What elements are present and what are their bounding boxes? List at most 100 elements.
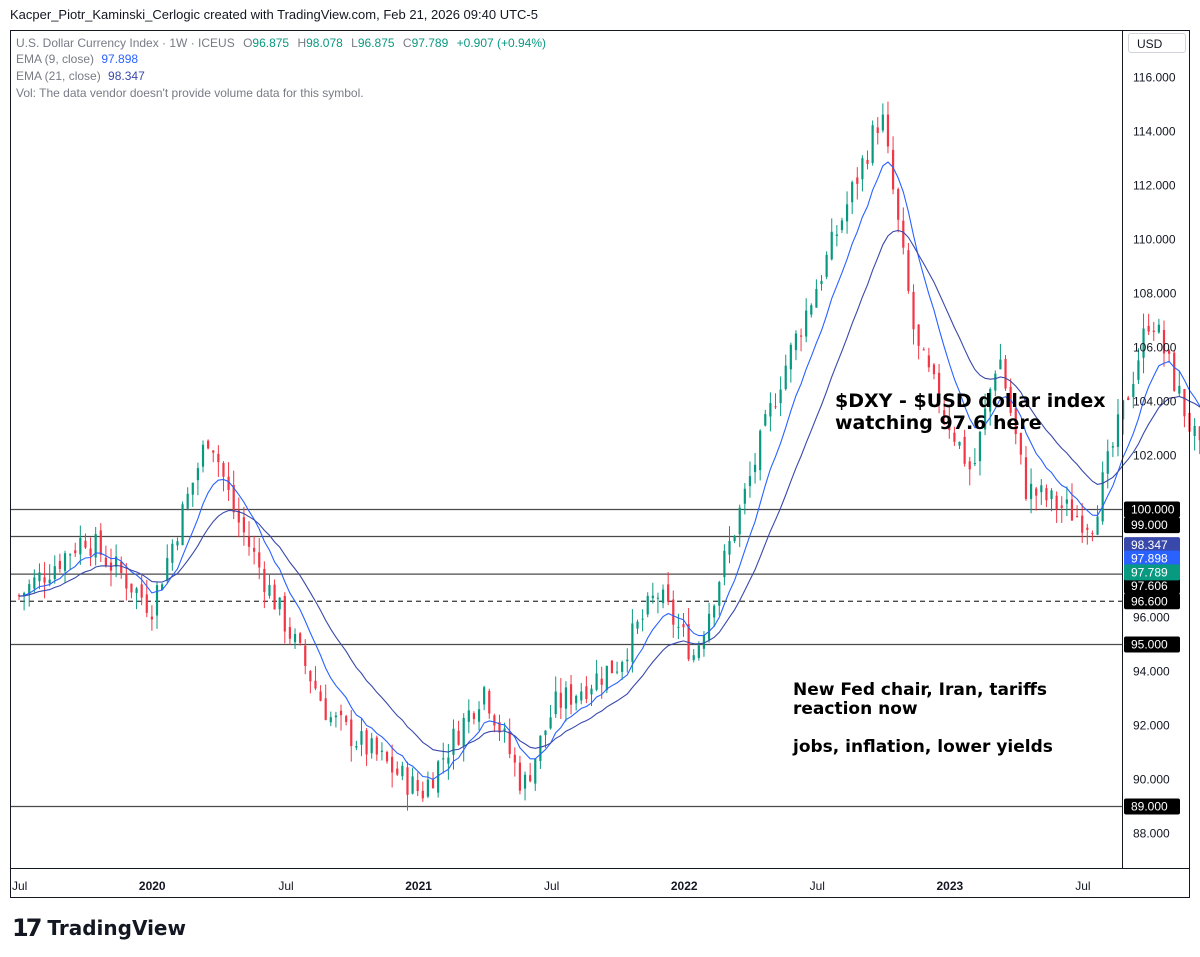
- close-label: C: [402, 36, 412, 50]
- level-tag: [1124, 636, 1180, 653]
- candle-body: [345, 716, 348, 722]
- candle-body: [575, 695, 578, 704]
- candle-body: [1152, 330, 1155, 333]
- candle-body: [564, 687, 568, 709]
- chart-frame: [10, 30, 1190, 898]
- symbol-legend[interactable]: U.S. Dollar Currency Index · 1W · ICEUS …: [16, 36, 546, 50]
- candle-body: [840, 220, 844, 230]
- symbol-title[interactable]: U.S. Dollar Currency Index · 1W · ICEUS: [16, 36, 235, 50]
- candle-body: [84, 540, 87, 548]
- candle-body: [881, 114, 884, 131]
- candle-body: [733, 535, 736, 542]
- candle-body: [268, 584, 271, 596]
- candle-body: [1014, 408, 1017, 435]
- candle-body: [426, 779, 430, 797]
- candle-body: [641, 618, 644, 620]
- candle-body: [283, 595, 286, 632]
- candle-body: [1091, 532, 1094, 534]
- candle-body: [707, 613, 711, 640]
- level-tag-label: 96.600: [1131, 594, 1168, 608]
- candle-body: [462, 717, 465, 747]
- ema9-price-tag-label: 97.898: [1131, 552, 1168, 566]
- candle-body: [503, 728, 506, 731]
- ema21-legend[interactable]: EMA (21, close) 98.347: [16, 69, 145, 83]
- candle-body: [263, 568, 266, 593]
- candle-body: [999, 359, 1002, 370]
- candle-body: [411, 776, 414, 794]
- candle-body: [932, 364, 936, 375]
- candle-body: [1142, 328, 1145, 358]
- price-axis-divider: [1122, 30, 1123, 868]
- candle-body: [104, 557, 107, 566]
- candle-body: [508, 731, 511, 755]
- high-value: 98.078: [306, 36, 343, 50]
- ema9-price-tag: [1124, 550, 1180, 567]
- annotation-note-line2: reaction now: [793, 699, 918, 719]
- candle-body: [1040, 485, 1043, 493]
- candle-body: [74, 550, 77, 554]
- candle-body: [391, 756, 394, 773]
- time-tick-label: Jul: [12, 879, 27, 893]
- candle-body: [1127, 397, 1130, 400]
- price-tick-label: 116.000: [1133, 71, 1176, 85]
- low-value: 96.875: [357, 36, 395, 50]
- candle-body: [513, 754, 516, 763]
- candle-body: [299, 633, 302, 643]
- ema21-line: [18, 229, 1200, 753]
- candle-body: [196, 468, 200, 481]
- candle-body: [273, 584, 276, 610]
- price-tick-label: 94.000: [1133, 665, 1170, 679]
- candle-body: [590, 688, 593, 695]
- annotation-title-line1: $DXY - $USD dollar index: [835, 390, 1106, 412]
- open-value: 96.875: [252, 36, 290, 50]
- candle-body: [201, 444, 205, 467]
- level-tag-label: 100.000: [1131, 503, 1175, 517]
- candle-body: [247, 536, 251, 547]
- candle-body: [33, 577, 36, 589]
- candle-body: [1101, 472, 1104, 522]
- candle-body: [145, 594, 148, 613]
- ema9-legend[interactable]: EMA (9, close) 97.898: [16, 52, 138, 66]
- candle-body: [621, 661, 624, 672]
- candle-body: [1173, 352, 1176, 391]
- candle-body: [278, 597, 281, 610]
- snapshot-caption: Kacper_Piotr_Kaminski_Cerlogic created w…: [10, 7, 538, 22]
- price-tick-label: 110.000: [1133, 233, 1176, 247]
- candle-body: [1035, 488, 1038, 496]
- candle-body: [130, 583, 133, 593]
- level-tag: [1124, 517, 1180, 534]
- time-tick-label: Jul: [1075, 879, 1090, 893]
- candle-body: [472, 713, 476, 720]
- price-tick-label: 114.000: [1133, 125, 1176, 139]
- candle-body: [115, 556, 118, 567]
- candle-body: [171, 543, 174, 563]
- candle-body: [334, 715, 338, 718]
- candle-body: [314, 680, 317, 689]
- tradingview-logo[interactable]: 17 TradingView: [12, 914, 186, 942]
- candle-body: [1019, 433, 1022, 455]
- open-label: O: [243, 36, 253, 50]
- candle-body: [319, 691, 322, 701]
- candle-body: [1096, 516, 1099, 535]
- candle-body: [753, 464, 757, 473]
- level-tag-label: 89.000: [1131, 800, 1168, 814]
- candle-body: [360, 731, 363, 745]
- currency-button[interactable]: USD: [1128, 33, 1186, 53]
- candle-body: [385, 751, 389, 762]
- candle-body: [253, 547, 256, 552]
- candle-body: [380, 750, 384, 752]
- candle-body: [416, 780, 419, 792]
- candle-body: [677, 626, 680, 628]
- annotation-title-line2: watching 97.6 here: [835, 412, 1042, 434]
- candle-body: [989, 389, 992, 412]
- level-tag: [1124, 593, 1180, 610]
- candle-body: [856, 177, 859, 184]
- candle-body: [646, 595, 649, 615]
- annotation-title: $DXY - $USD dollar index watching 97.6 h…: [835, 390, 1106, 434]
- candle-body: [580, 691, 583, 701]
- candle-body: [585, 686, 588, 700]
- candle-body: [467, 710, 470, 722]
- candle-body: [1157, 324, 1160, 333]
- candle-body: [615, 671, 619, 673]
